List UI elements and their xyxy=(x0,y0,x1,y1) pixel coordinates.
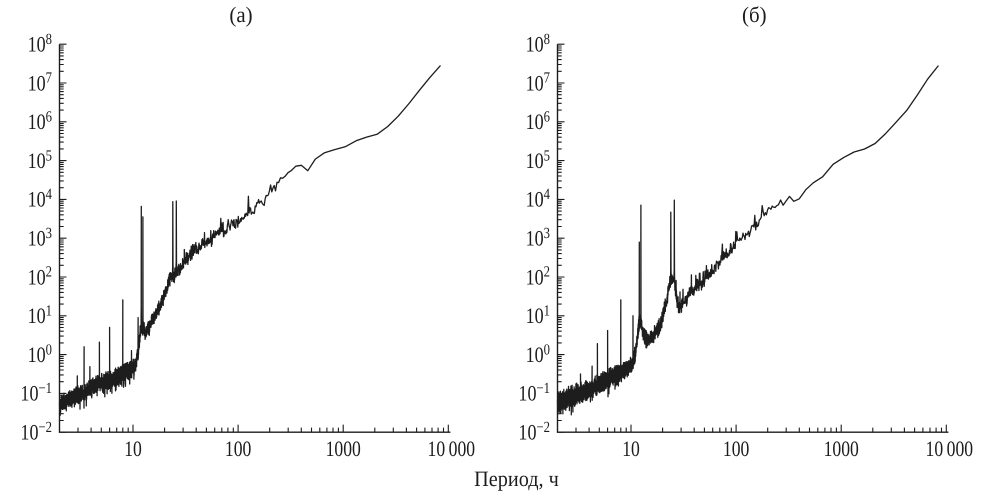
svg-text:10−1: 10−1 xyxy=(20,380,52,406)
svg-text:10: 10 xyxy=(622,436,640,461)
svg-text:10−2: 10−2 xyxy=(20,419,52,445)
svg-text:100: 100 xyxy=(225,436,251,461)
svg-text:Период, ч: Период, ч xyxy=(474,466,559,491)
svg-text:100: 100 xyxy=(723,436,749,461)
svg-text:(а): (а) xyxy=(229,2,252,27)
svg-text:10: 10 xyxy=(124,436,142,461)
svg-text:103: 103 xyxy=(526,225,551,251)
svg-text:1000: 1000 xyxy=(326,436,361,461)
svg-text:10 000: 10 000 xyxy=(926,436,974,461)
svg-text:(б): (б) xyxy=(742,2,767,27)
svg-text:1000: 1000 xyxy=(824,436,859,461)
svg-text:10 000: 10 000 xyxy=(428,436,476,461)
svg-text:103: 103 xyxy=(28,225,53,251)
